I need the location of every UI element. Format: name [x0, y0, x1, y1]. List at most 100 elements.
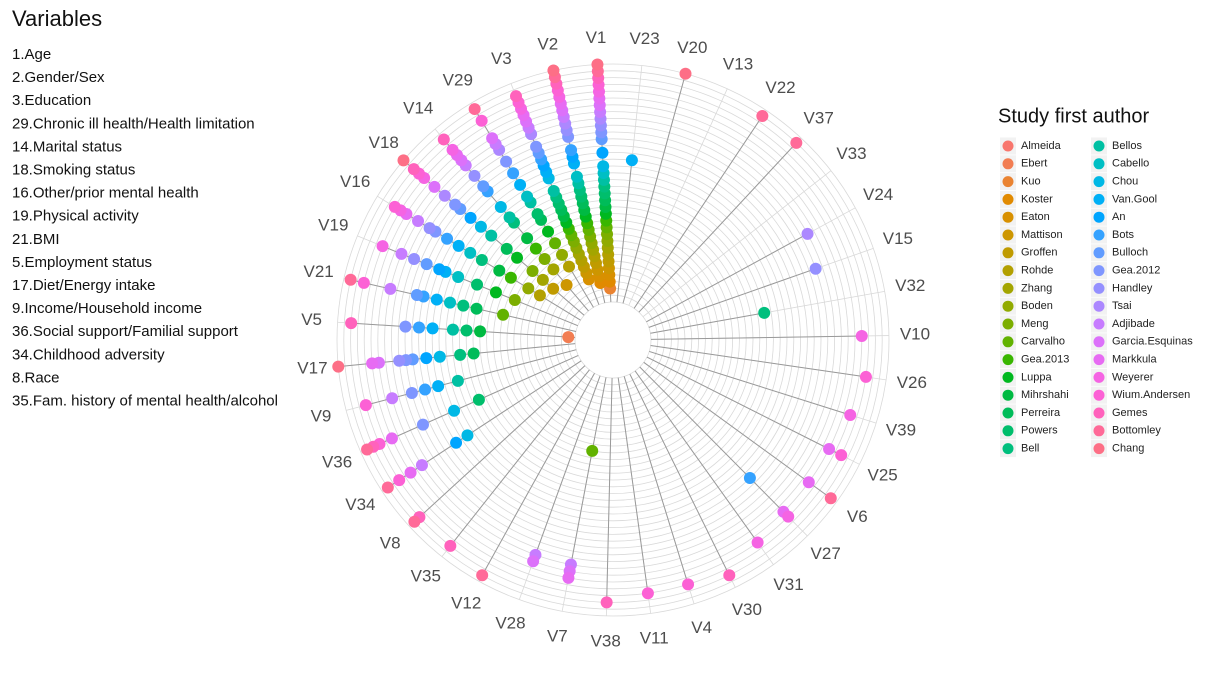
legend-swatch	[1002, 158, 1014, 170]
category-label: V18	[369, 133, 399, 152]
dot	[433, 263, 446, 276]
dot	[743, 472, 756, 485]
legend-swatch	[1093, 389, 1105, 401]
dot	[526, 264, 539, 277]
dot	[486, 132, 499, 145]
category-label: V11	[640, 629, 669, 648]
dot	[464, 246, 477, 259]
dot	[504, 271, 517, 284]
variable-item: 3.Education	[12, 92, 91, 109]
dot	[547, 282, 560, 295]
category-label: V32	[895, 276, 925, 295]
dot	[468, 103, 481, 116]
legend-swatch	[1093, 140, 1105, 152]
legend-label: Boden	[1021, 300, 1053, 312]
spoke-line	[650, 312, 765, 334]
dot	[859, 370, 872, 383]
legend-swatch	[1002, 371, 1014, 383]
dot	[432, 380, 445, 393]
dot	[449, 198, 462, 211]
dot	[586, 444, 599, 457]
category-label: V31	[773, 575, 803, 594]
legend-swatch	[1093, 176, 1105, 188]
category-label: V28	[495, 614, 525, 633]
grid-circle	[479, 206, 747, 474]
dot	[475, 254, 488, 267]
variable-item: 14.Marital status	[12, 138, 122, 155]
legend-label: Chou	[1112, 176, 1138, 188]
legend-swatch	[1002, 247, 1014, 259]
legend-label: Ebert	[1021, 158, 1047, 170]
dot	[475, 114, 488, 127]
spoke-line	[633, 115, 763, 309]
dot	[823, 442, 836, 455]
category-label: V37	[804, 108, 834, 127]
dot	[376, 240, 389, 253]
dot	[563, 260, 576, 273]
category-label: V29	[443, 70, 473, 89]
category-label: V6	[847, 507, 868, 526]
category-label: V27	[811, 544, 841, 563]
dot	[562, 571, 575, 584]
grid-circle	[574, 301, 652, 379]
legend-label: Gea.2012	[1112, 265, 1160, 277]
grid-circle	[384, 111, 842, 569]
dot	[454, 348, 467, 361]
legend-label: Bulloch	[1112, 247, 1148, 259]
spoke-line	[629, 373, 730, 576]
spoke-line	[387, 360, 582, 488]
variable-item: 8.Race	[12, 369, 60, 386]
legend-swatch	[1002, 336, 1014, 348]
dot	[474, 220, 487, 233]
dot	[384, 282, 397, 295]
category-label: V9	[311, 406, 332, 425]
legend-swatch	[1002, 193, 1014, 205]
category-label: V36	[322, 452, 352, 471]
category-label: V19	[318, 216, 348, 235]
dot	[723, 569, 736, 582]
category-label: V25	[868, 466, 898, 485]
dot	[470, 302, 483, 315]
dot	[366, 357, 379, 370]
dot	[493, 264, 506, 277]
legend-swatch	[1093, 318, 1105, 330]
dot	[476, 569, 489, 582]
spoke-line	[617, 377, 649, 594]
dot	[448, 404, 461, 417]
legend-swatch	[1093, 247, 1105, 259]
category-label: V33	[836, 144, 866, 163]
grid-circle	[458, 185, 768, 495]
dot	[591, 58, 604, 71]
variable-item: 35.Fam. history of mental health/alcohol	[12, 392, 278, 409]
dot	[399, 320, 412, 333]
dot	[419, 383, 432, 396]
dot	[385, 432, 398, 445]
grid-circle	[431, 158, 795, 522]
legend-label: Weyerer	[1112, 371, 1154, 383]
legend-label: Koster	[1021, 193, 1053, 205]
legend-label: Mihrshahi	[1021, 389, 1069, 401]
legend-swatch	[1002, 425, 1014, 437]
category-label: V35	[411, 566, 441, 585]
dot	[547, 64, 560, 77]
dot	[452, 270, 465, 283]
dot	[511, 251, 524, 264]
category-label: V38	[591, 631, 621, 650]
category-label: V4	[691, 618, 712, 637]
legend-swatch	[1002, 354, 1014, 366]
spoke-line	[532, 375, 601, 562]
legend-swatch	[1093, 371, 1105, 383]
dot	[474, 325, 487, 338]
grid-circle	[438, 165, 788, 515]
legend-label: Bellos	[1112, 140, 1142, 152]
legend-swatch	[1093, 443, 1105, 455]
dot	[381, 481, 394, 494]
legend-label: Gemes	[1112, 407, 1148, 419]
variable-item: 21.BMI	[12, 231, 60, 248]
legend-label: Cabello	[1112, 158, 1149, 170]
dot	[508, 294, 521, 307]
category-label: V15	[883, 229, 913, 248]
spoke-line	[616, 160, 633, 303]
dot	[444, 539, 457, 552]
